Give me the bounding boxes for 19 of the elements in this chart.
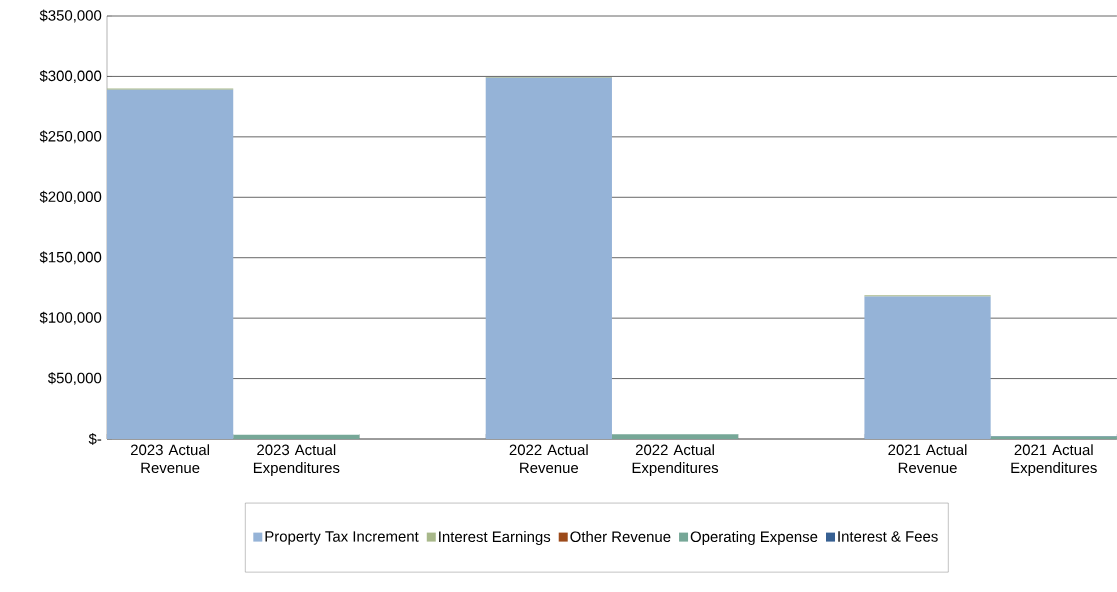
legend-label: Operating Expense <box>690 531 818 545</box>
y-tick-label: $50,000 <box>47 372 102 386</box>
legend-label: Other Revenue <box>570 531 671 543</box>
y-tick-label: $200,000 <box>39 190 102 204</box>
x-tick-label: 2023 Actual Expenditures <box>253 444 340 477</box>
legend-label: Property Tax Increment <box>265 531 419 545</box>
legend-label: Interest & Fees <box>838 531 938 542</box>
y-tick-label: $250,000 <box>39 130 102 144</box>
x-tick-label: 2022 Actual Revenue <box>509 444 588 474</box>
y-tick-label: $300,000 <box>39 69 102 83</box>
x-tick-label: 2021 Actual Revenue <box>888 444 967 474</box>
y-tick-label: $- <box>88 432 102 446</box>
x-tick-label: 2022 Actual Expenditures <box>632 444 719 477</box>
x-tick-label: 2021 Actual Expenditures <box>1011 444 1097 477</box>
legend-label: Interest Earnings <box>439 531 551 545</box>
y-tick-label: $100,000 <box>39 311 102 325</box>
x-tick-label: 2023 Actual Revenue <box>130 444 209 474</box>
y-tick-label: $350,000 <box>39 9 102 23</box>
y-tick-label: $150,000 <box>39 251 102 265</box>
